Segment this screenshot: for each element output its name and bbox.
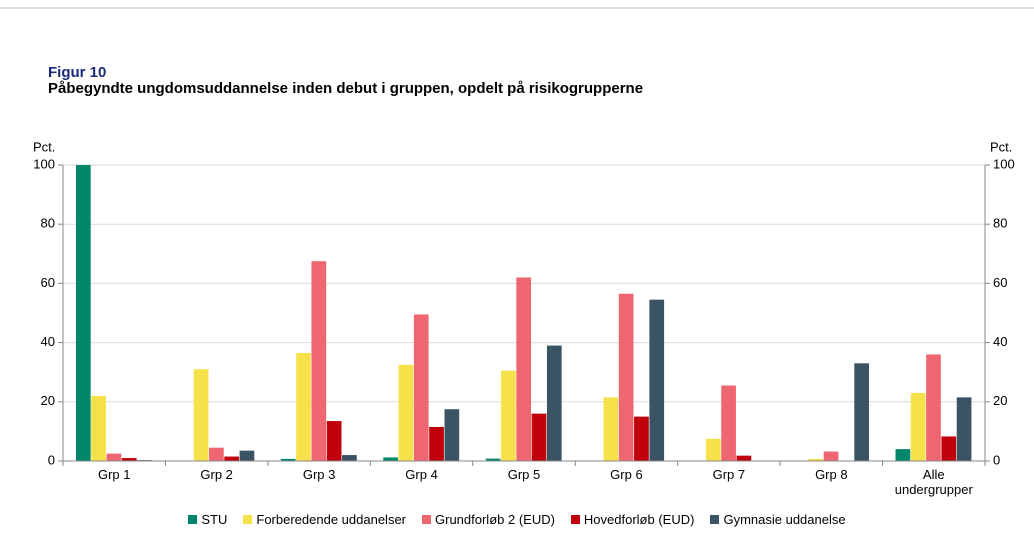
- bar: [383, 457, 399, 461]
- bar: [280, 458, 296, 461]
- bar: [296, 352, 311, 461]
- bar: [239, 450, 255, 461]
- bar: [485, 458, 501, 461]
- bar: [224, 456, 240, 461]
- legend-label: Gymnasie uddanelse: [723, 512, 846, 527]
- x-tick-label: Grp 6: [610, 467, 643, 482]
- y-tick-label: 40: [41, 334, 55, 349]
- bar: [516, 277, 532, 461]
- x-tick-label: Grp 7: [712, 467, 746, 482]
- bar: [603, 397, 619, 461]
- legend-label: Forberedende uddanelser: [256, 512, 406, 527]
- bar: [501, 370, 516, 461]
- y-axis-label: Pct.: [33, 139, 55, 154]
- x-tick-label: Grp 8: [815, 467, 848, 482]
- bar: [721, 385, 736, 461]
- bar: [808, 458, 824, 461]
- bar: [398, 364, 414, 461]
- bar: [106, 453, 122, 461]
- bar: [705, 438, 721, 461]
- y2-axis-label: Pct.: [990, 139, 1012, 154]
- bar: [546, 345, 562, 461]
- legend-swatch: [243, 515, 253, 524]
- figure-label: Figur 10: [48, 64, 107, 81]
- y-tick-label: 100: [33, 156, 55, 171]
- bar: [941, 436, 957, 461]
- x-tick-label: Alle undergrupper: [894, 467, 973, 497]
- legend-swatch: [570, 515, 580, 524]
- legend-label: Hovedforløb (EUD): [583, 512, 695, 527]
- legend-swatch: [710, 515, 720, 524]
- y-tick-label: 60: [41, 275, 55, 290]
- y2-tick-label: 100: [993, 156, 1015, 171]
- y2-tick-label: 60: [993, 275, 1007, 290]
- x-tick-label: Grp 5: [507, 467, 541, 482]
- legend-item: Grundforløb 2 (EUD): [422, 512, 555, 527]
- bar: [910, 392, 926, 461]
- y-tick-label: 0: [48, 452, 55, 467]
- legend: STU Forberedende uddanelser Grundforløb 2 …: [0, 512, 1034, 527]
- bar: [413, 314, 429, 461]
- bar: [531, 413, 547, 461]
- bar: [926, 354, 941, 461]
- y2-tick-label: 80: [993, 216, 1007, 231]
- legend-item: Hovedforløb (EUD): [570, 512, 695, 527]
- bar: [209, 447, 224, 461]
- legend-item: STU: [188, 512, 227, 527]
- legend-label: Grundforløb 2 (EUD): [435, 512, 555, 527]
- bar: [618, 293, 634, 461]
- bar: [193, 369, 209, 461]
- bar: [649, 299, 665, 461]
- bar: [342, 455, 357, 461]
- bar: [75, 165, 91, 461]
- bar: [895, 449, 911, 461]
- bar: [91, 395, 106, 461]
- y-tick-label: 80: [41, 216, 55, 231]
- legend-swatch: [188, 515, 198, 524]
- x-tick-label: Grp 3: [302, 467, 336, 482]
- legend-swatch: [422, 515, 431, 524]
- bar: [444, 409, 460, 461]
- bar: [121, 458, 137, 461]
- bar: [854, 363, 869, 461]
- bar: [326, 421, 342, 461]
- bar: [429, 426, 444, 461]
- x-tick-label: Grp 4: [405, 467, 438, 482]
- y2-tick-label: 40: [993, 334, 1007, 349]
- chart-title: Påbegyndte ungdomsuddannelse inden debut…: [48, 80, 644, 97]
- y-tick-label: 20: [41, 393, 55, 408]
- legend-label: STU: [201, 512, 228, 527]
- bar: [634, 416, 649, 461]
- x-tick-label: Grp 1: [97, 467, 131, 482]
- bar: [736, 455, 752, 461]
- bar: [823, 451, 839, 461]
- bar: [311, 261, 327, 461]
- legend-item: Gymnasie uddanelse: [710, 512, 846, 527]
- y2-tick-label: 20: [993, 393, 1007, 408]
- legend-item: Forberedende uddanelser: [243, 512, 406, 527]
- y2-tick-label: 0: [993, 452, 1000, 467]
- bar: [956, 397, 972, 461]
- x-tick-label: Grp 2: [200, 467, 233, 482]
